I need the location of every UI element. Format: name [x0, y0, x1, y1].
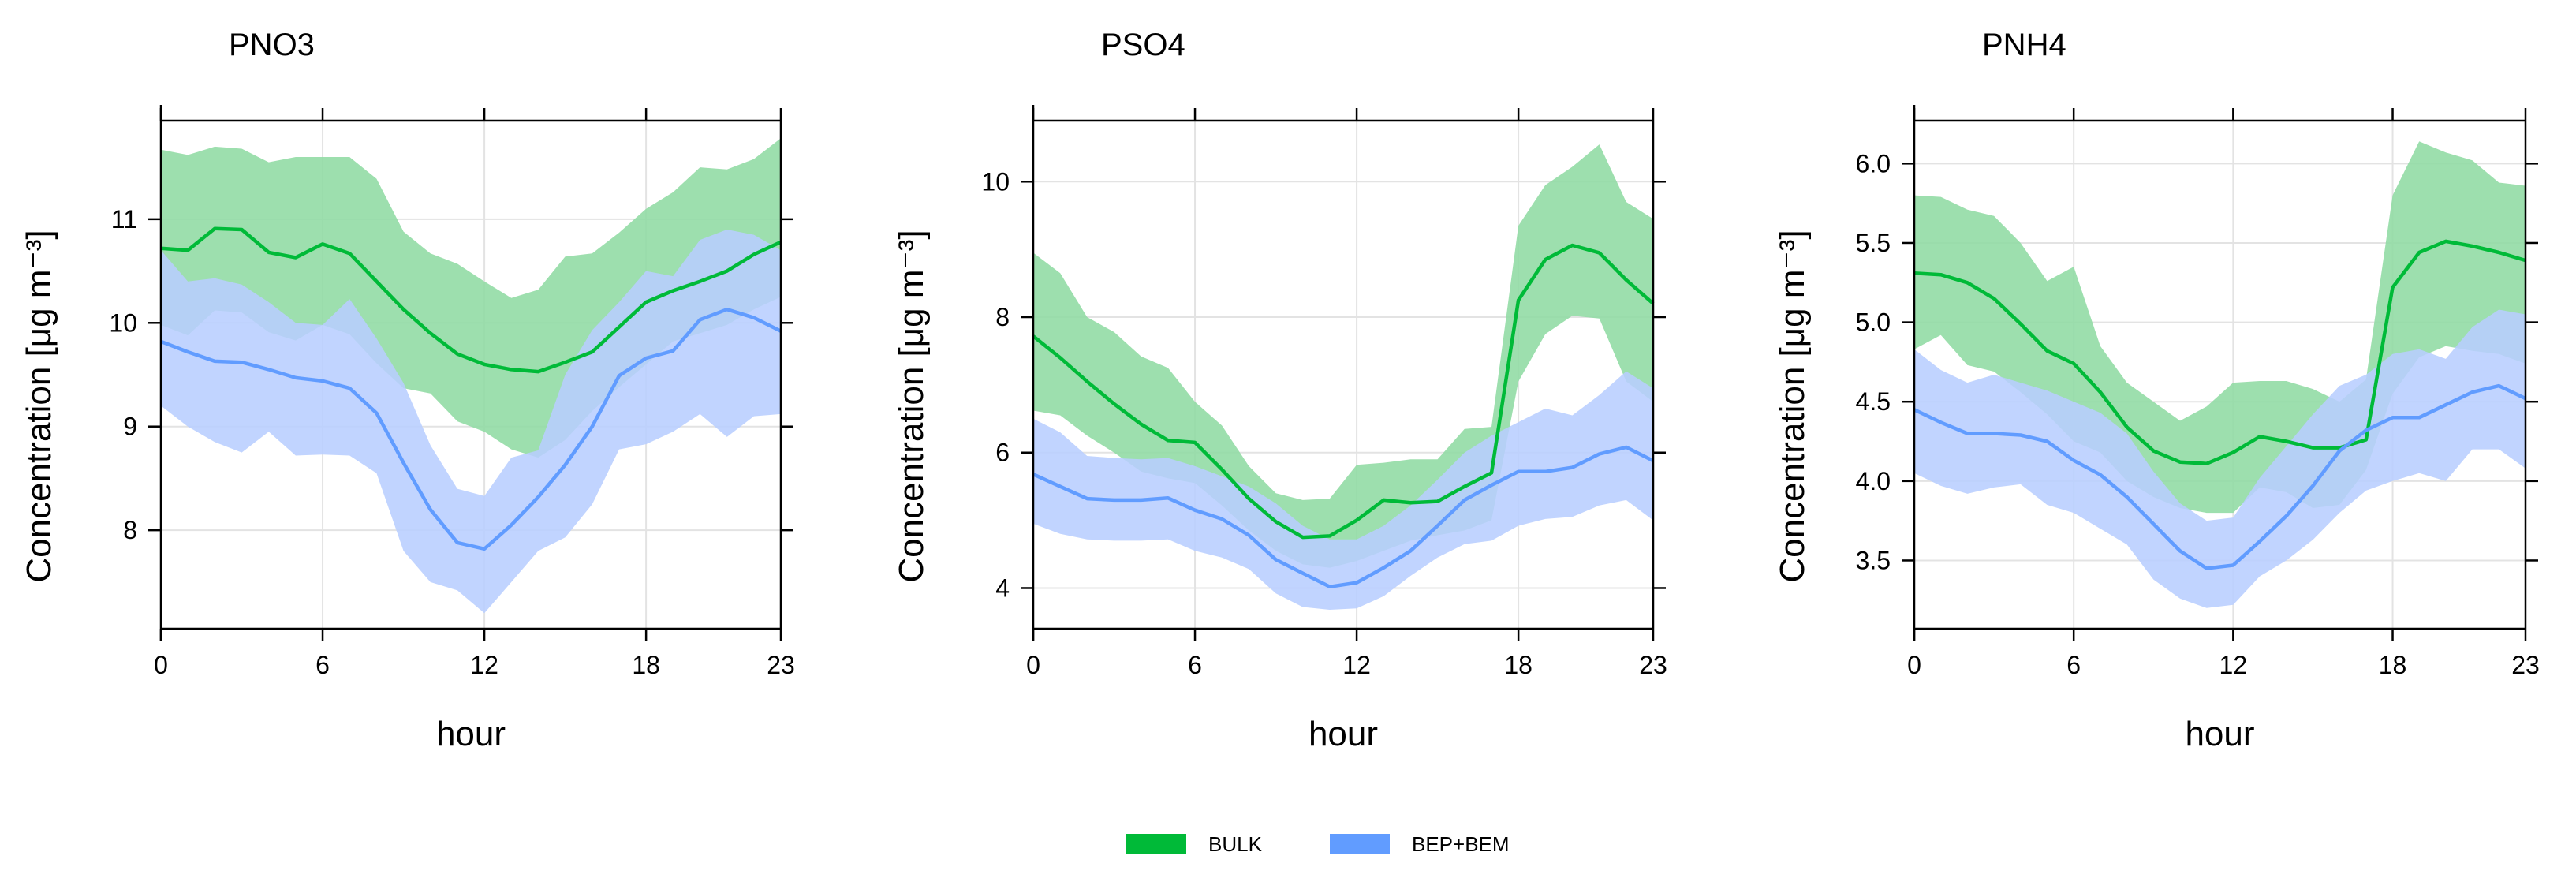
y-tick-label: 5.5 [1856, 229, 1891, 257]
x-tick-label: 23 [1639, 651, 1667, 679]
y-tick-label: 6 [995, 439, 1010, 467]
panel-pso4: 0 6 12 18 23 4 6 8 10 PSO4 hour Concentration [μg m… [892, 28, 1667, 753]
legend-label-bep-bem: BEP+BEM [1412, 832, 1510, 856]
y-tick-label: 8 [123, 516, 137, 544]
y-tick-label: 5.0 [1856, 308, 1891, 337]
y-tick-label: 4 [995, 574, 1010, 602]
series-line-bulk [1913, 239, 2526, 465]
y-tick-label: 8 [995, 303, 1010, 331]
x-axis-label: hour [2185, 715, 2254, 753]
legend: BULK BEP+BEM [1126, 832, 1510, 856]
x-tick-label: 0 [1907, 651, 1921, 679]
series-line-bulk [160, 226, 782, 374]
y-axis-label: Concentration [μg m⁻³] [892, 230, 931, 582]
x-tick-label: 6 [1188, 651, 1202, 679]
y-tick-label: 10 [109, 308, 137, 337]
band-bep-bem [1033, 371, 1653, 610]
legend-swatch-bep-bem [1330, 834, 1390, 854]
series-line-bep-bem [1913, 383, 2526, 570]
x-tick-label: 0 [154, 651, 168, 679]
y-tick-label: 4.5 [1856, 387, 1891, 416]
y-axis-label: Concentration [μg m⁻³] [20, 230, 58, 582]
band-bep-bem [161, 230, 781, 614]
series-line-bulk [1032, 243, 1655, 540]
x-tick-label: 18 [2379, 651, 2407, 679]
x-tick-label: 18 [1504, 651, 1533, 679]
x-tick-label: 23 [767, 651, 795, 679]
x-axis-label: hour [436, 715, 506, 753]
band-bep-bem [1914, 309, 2526, 608]
x-tick-label: 18 [632, 651, 660, 679]
y-tick-label: 9 [123, 413, 137, 441]
legend-swatch-bulk [1126, 834, 1186, 854]
series-line-bep-bem [160, 307, 782, 551]
x-tick-label: 23 [2511, 651, 2540, 679]
y-tick-label: 4.0 [1856, 467, 1891, 495]
x-tick-label: 12 [2219, 651, 2248, 679]
legend-label-bulk: BULK [1208, 832, 1263, 856]
panel-title: PSO4 [1101, 28, 1185, 62]
y-tick-label: 3.5 [1856, 546, 1891, 574]
x-tick-label: 12 [1342, 651, 1371, 679]
series-line-bep-bem [1032, 445, 1655, 589]
y-axis-label: Concentration [μg m⁻³] [1773, 230, 1812, 582]
x-axis-label: hour [1309, 715, 1378, 753]
y-tick-label: 6.0 [1856, 149, 1891, 177]
x-tick-label: 0 [1026, 651, 1040, 679]
x-tick-label: 12 [470, 651, 498, 679]
panel-title: PNO3 [229, 28, 315, 62]
panel-pno3: 0 6 12 18 23 8 9 10 11 PNO3 hour Concentration [μg … [20, 28, 795, 753]
x-tick-label: 6 [315, 651, 330, 679]
y-tick-label: 11 [111, 205, 137, 234]
panel-title: PNH4 [1982, 28, 2066, 62]
x-tick-label: 6 [2066, 651, 2081, 679]
y-tick-label: 10 [981, 167, 1010, 196]
panel-pnh4: 0 6 12 18 23 3.5 4.0 4.5 5.0 5.5 6.0 PNH4 hour Concen… [1773, 28, 2540, 753]
